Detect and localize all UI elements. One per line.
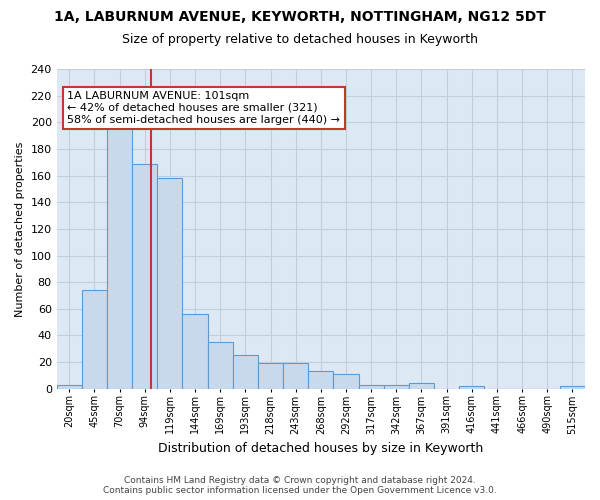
Bar xyxy=(132,164,157,388)
Bar xyxy=(334,374,359,388)
Bar xyxy=(182,314,208,388)
Bar xyxy=(409,384,434,388)
Bar xyxy=(384,384,409,388)
Text: Contains HM Land Registry data © Crown copyright and database right 2024.
Contai: Contains HM Land Registry data © Crown c… xyxy=(103,476,497,495)
Bar xyxy=(56,384,82,388)
Bar xyxy=(233,356,258,388)
Bar xyxy=(82,290,107,388)
Text: 1A, LABURNUM AVENUE, KEYWORTH, NOTTINGHAM, NG12 5DT: 1A, LABURNUM AVENUE, KEYWORTH, NOTTINGHA… xyxy=(54,10,546,24)
Bar xyxy=(258,364,283,388)
Bar xyxy=(283,364,308,388)
X-axis label: Distribution of detached houses by size in Keyworth: Distribution of detached houses by size … xyxy=(158,442,484,455)
Bar xyxy=(459,386,484,388)
Bar xyxy=(359,384,384,388)
Text: 1A LABURNUM AVENUE: 101sqm
← 42% of detached houses are smaller (321)
58% of sem: 1A LABURNUM AVENUE: 101sqm ← 42% of deta… xyxy=(67,92,340,124)
Bar xyxy=(157,178,182,388)
Bar xyxy=(107,125,132,388)
Bar xyxy=(560,386,585,388)
Bar xyxy=(308,372,334,388)
Bar xyxy=(208,342,233,388)
Y-axis label: Number of detached properties: Number of detached properties xyxy=(15,141,25,316)
Text: Size of property relative to detached houses in Keyworth: Size of property relative to detached ho… xyxy=(122,32,478,46)
